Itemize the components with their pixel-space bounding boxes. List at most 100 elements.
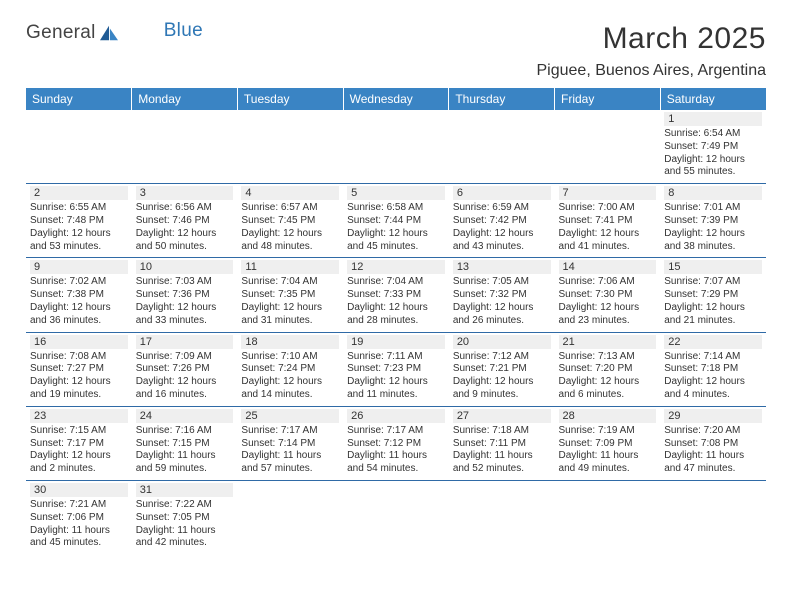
day-cell: 28 Sunrise: 7:19 AMSunset: 7:09 PMDayligh…: [555, 406, 661, 480]
day-cell: 16Sunrise: 7:08 AMSunset: 7:27 PMDayligh…: [26, 332, 132, 406]
sun-info: Sunrise: 7:09 AMSunset: 7:26 PMDaylight:…: [136, 351, 234, 402]
title-block: March 2025 Piguee, Buenos Aires, Argenti…: [537, 22, 767, 80]
logo-text-2: Blue: [164, 20, 203, 42]
empty-cell: [555, 480, 661, 554]
day-number: 30: [30, 483, 128, 497]
empty-cell: [449, 480, 555, 554]
day-cell-inner: 18 Sunrise: 7:10 AMSunset: 7:24 PMDayligh…: [237, 333, 343, 406]
day-header: Friday: [555, 88, 661, 110]
day-cell-inner: 26 Sunrise: 7:17 AMSunset: 7:12 PMDayligh…: [343, 407, 449, 480]
sun-info: Sunrise: 7:16 AMSunset: 7:15 PMDaylight:…: [136, 425, 234, 476]
empty-cell: [343, 480, 449, 554]
day-cell: 30 Sunrise: 7:21 AMSunset: 7:06 PMDayligh…: [26, 480, 132, 554]
sun-info: Sunrise: 7:19 AMSunset: 7:09 PMDaylight:…: [559, 425, 657, 476]
day-cell-inner: 21 Sunrise: 7:13 AMSunset: 7:20 PMDayligh…: [555, 333, 661, 406]
sun-info: Sunrise: 7:17 AMSunset: 7:12 PMDaylight:…: [347, 425, 445, 476]
day-number: 11: [241, 260, 339, 274]
day-number: 9: [30, 260, 128, 274]
day-header: Thursday: [449, 88, 555, 110]
day-cell-inner: 5Sunrise: 6:58 AMSunset: 7:44 PMDaylight…: [343, 184, 449, 257]
sun-info: Sunrise: 6:57 AMSunset: 7:45 PMDaylight:…: [241, 202, 339, 253]
calendar-week: 23Sunrise: 7:15 AMSunset: 7:17 PMDayligh…: [26, 406, 766, 480]
day-number: 28: [559, 409, 657, 423]
day-number: 13: [453, 260, 551, 274]
day-number: 7: [559, 186, 657, 200]
day-number: 18: [241, 335, 339, 349]
day-cell-inner: 8Sunrise: 7:01 AMSunset: 7:39 PMDaylight…: [660, 184, 766, 257]
day-cell-inner: 7Sunrise: 7:00 AMSunset: 7:41 PMDaylight…: [555, 184, 661, 257]
sun-info: Sunrise: 7:20 AMSunset: 7:08 PMDaylight:…: [664, 425, 762, 476]
day-cell: 13 Sunrise: 7:05 AMSunset: 7:32 PMDayligh…: [449, 258, 555, 332]
day-cell-inner: 1 Sunrise: 6:54 AMSunset: 7:49 PMDaylight…: [660, 110, 766, 183]
day-cell: 31 Sunrise: 7:22 AMSunset: 7:05 PMDayligh…: [132, 480, 238, 554]
sun-info: Sunrise: 7:10 AMSunset: 7:24 PMDaylight:…: [241, 351, 339, 402]
day-number: 22: [664, 335, 762, 349]
day-number: 31: [136, 483, 234, 497]
sun-info: Sunrise: 7:07 AMSunset: 7:29 PMDaylight:…: [664, 276, 762, 327]
day-cell: 7Sunrise: 7:00 AMSunset: 7:41 PMDaylight…: [555, 184, 661, 258]
day-cell-inner: 14Sunrise: 7:06 AMSunset: 7:30 PMDayligh…: [555, 258, 661, 331]
calendar-week: 1 Sunrise: 6:54 AMSunset: 7:49 PMDaylight…: [26, 110, 766, 184]
day-header: Monday: [132, 88, 238, 110]
day-number: 24: [136, 409, 234, 423]
sun-info: Sunrise: 7:05 AMSunset: 7:32 PMDaylight:…: [453, 276, 551, 327]
day-cell: 22Sunrise: 7:14 AMSunset: 7:18 PMDayligh…: [660, 332, 766, 406]
sun-info: Sunrise: 7:17 AMSunset: 7:14 PMDaylight:…: [241, 425, 339, 476]
day-cell-inner: 16Sunrise: 7:08 AMSunset: 7:27 PMDayligh…: [26, 333, 132, 406]
day-cell-inner: 15Sunrise: 7:07 AMSunset: 7:29 PMDayligh…: [660, 258, 766, 331]
day-number: 16: [30, 335, 128, 349]
sun-info: Sunrise: 7:15 AMSunset: 7:17 PMDaylight:…: [30, 425, 128, 476]
day-cell: 23Sunrise: 7:15 AMSunset: 7:17 PMDayligh…: [26, 406, 132, 480]
day-cell: 1 Sunrise: 6:54 AMSunset: 7:49 PMDaylight…: [660, 110, 766, 184]
sun-info: Sunrise: 7:22 AMSunset: 7:05 PMDaylight:…: [136, 499, 234, 550]
logo-text-1: General: [26, 22, 96, 44]
day-cell-inner: 17 Sunrise: 7:09 AMSunset: 7:26 PMDayligh…: [132, 333, 238, 406]
day-header-row: SundayMondayTuesdayWednesdayThursdayFrid…: [26, 88, 766, 110]
day-number: 19: [347, 335, 445, 349]
day-cell-inner: 29Sunrise: 7:20 AMSunset: 7:08 PMDayligh…: [660, 407, 766, 480]
day-cell-inner: 24 Sunrise: 7:16 AMSunset: 7:15 PMDayligh…: [132, 407, 238, 480]
day-number: 14: [559, 260, 657, 274]
day-cell: 21 Sunrise: 7:13 AMSunset: 7:20 PMDayligh…: [555, 332, 661, 406]
empty-cell: [237, 110, 343, 184]
day-number: 1: [664, 112, 762, 126]
sun-info: Sunrise: 7:21 AMSunset: 7:06 PMDaylight:…: [30, 499, 128, 550]
day-cell: 11 Sunrise: 7:04 AMSunset: 7:35 PMDayligh…: [237, 258, 343, 332]
day-number: 26: [347, 409, 445, 423]
day-cell: 26 Sunrise: 7:17 AMSunset: 7:12 PMDayligh…: [343, 406, 449, 480]
logo-sail-icon: [98, 24, 120, 42]
sun-info: Sunrise: 7:11 AMSunset: 7:23 PMDaylight:…: [347, 351, 445, 402]
day-cell: 20Sunrise: 7:12 AMSunset: 7:21 PMDayligh…: [449, 332, 555, 406]
day-cell-inner: 11 Sunrise: 7:04 AMSunset: 7:35 PMDayligh…: [237, 258, 343, 331]
day-cell: 2Sunrise: 6:55 AMSunset: 7:48 PMDaylight…: [26, 184, 132, 258]
day-header: Tuesday: [237, 88, 343, 110]
sun-info: Sunrise: 7:01 AMSunset: 7:39 PMDaylight:…: [664, 202, 762, 253]
day-cell: 12Sunrise: 7:04 AMSunset: 7:33 PMDayligh…: [343, 258, 449, 332]
day-cell: 5Sunrise: 6:58 AMSunset: 7:44 PMDaylight…: [343, 184, 449, 258]
day-number: 4: [241, 186, 339, 200]
calendar-table: SundayMondayTuesdayWednesdayThursdayFrid…: [26, 88, 766, 554]
day-cell: 3Sunrise: 6:56 AMSunset: 7:46 PMDaylight…: [132, 184, 238, 258]
day-cell: 4 Sunrise: 6:57 AMSunset: 7:45 PMDaylight…: [237, 184, 343, 258]
empty-cell: [555, 110, 661, 184]
empty-cell: [237, 480, 343, 554]
day-cell-inner: 22Sunrise: 7:14 AMSunset: 7:18 PMDayligh…: [660, 333, 766, 406]
day-number: 17: [136, 335, 234, 349]
day-cell-inner: 12Sunrise: 7:04 AMSunset: 7:33 PMDayligh…: [343, 258, 449, 331]
day-cell: 27Sunrise: 7:18 AMSunset: 7:11 PMDayligh…: [449, 406, 555, 480]
day-number: 25: [241, 409, 339, 423]
empty-cell: [660, 480, 766, 554]
day-cell-inner: 30 Sunrise: 7:21 AMSunset: 7:06 PMDayligh…: [26, 481, 132, 554]
sun-info: Sunrise: 7:13 AMSunset: 7:20 PMDaylight:…: [559, 351, 657, 402]
sun-info: Sunrise: 6:54 AMSunset: 7:49 PMDaylight:…: [664, 128, 762, 179]
day-cell-inner: 25 Sunrise: 7:17 AMSunset: 7:14 PMDayligh…: [237, 407, 343, 480]
day-header: Wednesday: [343, 88, 449, 110]
day-cell: 15Sunrise: 7:07 AMSunset: 7:29 PMDayligh…: [660, 258, 766, 332]
day-header: Saturday: [660, 88, 766, 110]
day-number: 12: [347, 260, 445, 274]
sun-info: Sunrise: 6:58 AMSunset: 7:44 PMDaylight:…: [347, 202, 445, 253]
empty-cell: [343, 110, 449, 184]
day-cell: 17 Sunrise: 7:09 AMSunset: 7:26 PMDayligh…: [132, 332, 238, 406]
day-number: 21: [559, 335, 657, 349]
sun-info: Sunrise: 7:04 AMSunset: 7:35 PMDaylight:…: [241, 276, 339, 327]
